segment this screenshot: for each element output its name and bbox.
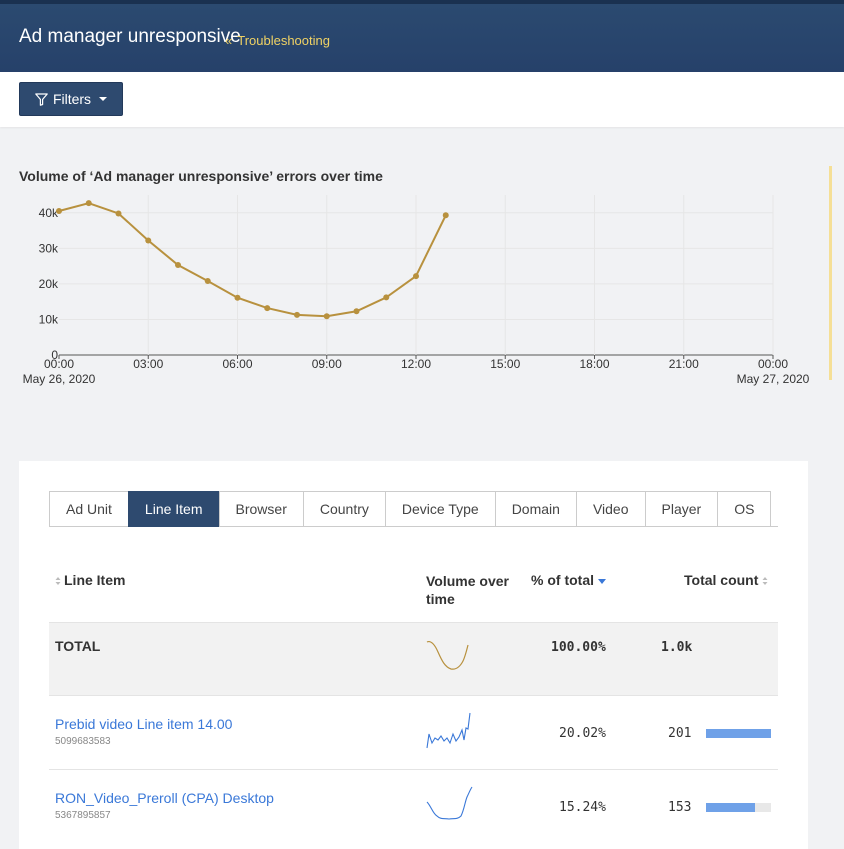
sparkline-row — [426, 712, 471, 749]
line-item-cell: RON_Video_Preroll (CPA) Desktop 53678958… — [55, 790, 274, 821]
tab-domain[interactable]: Domain — [494, 491, 577, 527]
count-bar-fill — [706, 729, 771, 738]
tab-player[interactable]: Player — [644, 491, 719, 527]
sort-icon — [762, 577, 768, 586]
sort-desc-icon — [598, 578, 606, 584]
y-tick-label: 20k — [39, 277, 59, 291]
line-item-link[interactable]: Prebid video Line item 14.00 — [55, 716, 233, 732]
series-line — [58, 202, 447, 318]
x-tick-label: 21:00 — [669, 357, 699, 371]
count-bar — [706, 729, 771, 738]
line-item-cell: Prebid video Line item 14.00 5099683583 — [55, 716, 232, 747]
data-point — [383, 294, 390, 301]
dimension-tabs: Ad Unit Line Item Browser Country Device Typ… — [49, 491, 778, 527]
column-header-count-label: Total count — [684, 572, 759, 588]
x-tick-label: 03:00 — [133, 357, 163, 371]
table-row-total: TOTAL 100.00% 1.0k — [49, 622, 778, 696]
data-point — [56, 208, 62, 214]
data-point — [85, 200, 92, 207]
data-point — [294, 311, 300, 318]
toolbar: Filters — [0, 72, 844, 127]
count-bar-fill — [706, 803, 756, 812]
data-point — [234, 294, 241, 301]
row-pct: 20.02% — [559, 726, 606, 741]
tab-os[interactable]: OS — [717, 491, 772, 527]
data-point — [175, 262, 181, 269]
y-tick-label: 40k — [39, 206, 59, 220]
page-header: Ad manager unresponsive « Troubleshooting — [0, 0, 844, 72]
data-point — [145, 237, 152, 244]
filters-button-label: Filters — [52, 91, 92, 107]
y-tick-label: 0 — [51, 348, 58, 362]
tab-country[interactable]: Country — [302, 491, 386, 527]
row-count: 153 — [668, 800, 692, 815]
side-panel-accent — [829, 166, 832, 380]
column-header-line-item[interactable]: Line Item — [55, 572, 125, 588]
x-tick-date-label: May 26, 2020 — [23, 372, 96, 386]
data-point — [204, 278, 211, 285]
page-title: Ad manager unresponsive — [19, 26, 241, 47]
filter-icon — [35, 92, 48, 106]
total-label: TOTAL — [55, 638, 101, 654]
data-point — [264, 305, 271, 312]
tab-device-type[interactable]: Device Type — [384, 491, 496, 527]
tab-video[interactable]: Video — [575, 491, 646, 527]
filters-button[interactable]: Filters — [19, 82, 123, 116]
y-tick-label: 30k — [39, 241, 59, 255]
tab-ad-unit[interactable]: Ad Unit — [49, 491, 129, 527]
x-tick-label: 18:00 — [579, 357, 609, 371]
x-tick-label: 00:00 — [758, 357, 788, 371]
column-header-volume: Volume over time — [426, 573, 509, 607]
line-item-id: 5367895857 — [55, 810, 111, 821]
column-header-count[interactable]: Total count — [684, 572, 771, 588]
column-header-pct[interactable]: % of total — [531, 572, 606, 588]
row-count: 201 — [668, 726, 692, 741]
tab-line-item[interactable]: Line Item — [127, 491, 220, 527]
column-header-line-item-label: Line Item — [64, 572, 126, 588]
breadcrumb[interactable]: « Troubleshooting — [225, 33, 330, 48]
sparkline-total — [426, 640, 469, 670]
table-row: Prebid video Line item 14.00 5099683583 … — [49, 695, 778, 769]
breadcrumb-separator: « — [225, 33, 233, 48]
data-point — [353, 308, 360, 315]
tab-browser[interactable]: Browser — [218, 491, 304, 527]
table-header: Line Item Volume over time % of total To… — [49, 571, 778, 621]
total-pct: 100.00% — [551, 640, 606, 655]
line-item-id: 5099683583 — [55, 736, 111, 747]
data-point — [115, 210, 122, 217]
x-tick-label: 06:00 — [222, 357, 252, 371]
x-tick-label: 09:00 — [312, 357, 342, 371]
breadcrumb-link[interactable]: Troubleshooting — [237, 33, 330, 48]
sparkline-row — [426, 786, 473, 820]
data-point — [323, 313, 330, 320]
column-header-pct-label: % of total — [531, 572, 594, 588]
x-tick-date-label: May 27, 2020 — [737, 372, 810, 386]
line-item-link[interactable]: RON_Video_Preroll (CPA) Desktop — [55, 790, 274, 806]
total-count: 1.0k — [661, 640, 693, 655]
chevron-down-icon — [99, 97, 108, 101]
x-tick-label: 15:00 — [490, 357, 520, 371]
y-tick-label: 10k — [39, 312, 59, 326]
data-point — [413, 273, 419, 280]
chart-title: Volume of ‘Ad manager unresponsive’ erro… — [19, 168, 383, 184]
data-point — [442, 212, 449, 219]
x-tick-label: 12:00 — [401, 357, 431, 371]
table-row: RON_Video_Preroll (CPA) Desktop 53678958… — [49, 769, 778, 843]
sort-icon — [55, 577, 61, 586]
row-pct: 15.24% — [559, 800, 606, 815]
breakdown-panel: Ad Unit Line Item Browser Country Device Typ… — [19, 461, 808, 849]
count-bar — [706, 803, 771, 812]
x-tick-label: 00:00 — [44, 357, 74, 371]
